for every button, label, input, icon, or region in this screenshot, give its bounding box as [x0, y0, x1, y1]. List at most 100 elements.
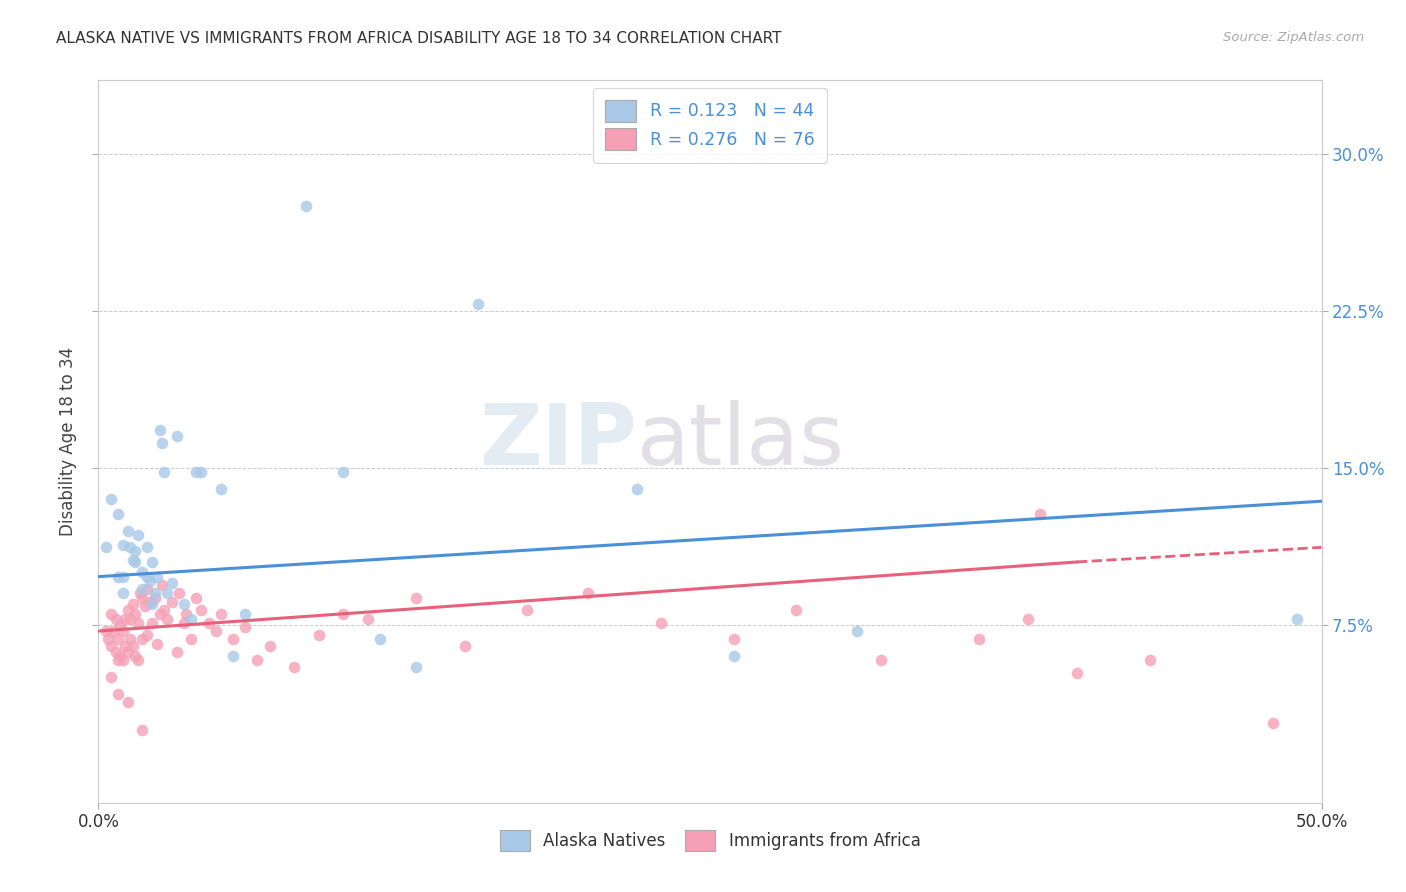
Legend: Alaska Natives, Immigrants from Africa: Alaska Natives, Immigrants from Africa — [491, 822, 929, 860]
Point — [222, 632, 245, 647]
Point — [967, 632, 990, 647]
Point — [156, 611, 179, 625]
Point — [100, 607, 122, 622]
Point — [166, 429, 188, 443]
Point — [723, 649, 745, 664]
Point — [1261, 716, 1284, 731]
Point — [405, 659, 427, 673]
Point — [197, 615, 219, 630]
Point — [153, 465, 176, 479]
Point — [149, 607, 172, 622]
Point — [650, 615, 672, 630]
Point — [114, 639, 136, 653]
Point — [120, 541, 142, 555]
Point — [209, 607, 232, 622]
Point — [104, 611, 127, 625]
Point — [146, 569, 169, 583]
Point — [107, 507, 129, 521]
Point — [186, 465, 208, 479]
Point — [127, 653, 149, 667]
Point — [1066, 665, 1088, 680]
Point — [111, 569, 134, 583]
Point — [94, 624, 117, 638]
Point — [110, 617, 132, 632]
Point — [100, 639, 122, 653]
Point — [124, 649, 146, 664]
Point — [785, 603, 807, 617]
Point — [149, 423, 172, 437]
Point — [134, 599, 156, 613]
Point — [870, 653, 893, 667]
Point — [209, 482, 232, 496]
Point — [845, 624, 868, 638]
Point — [180, 611, 202, 625]
Point — [295, 199, 318, 213]
Point — [233, 620, 256, 634]
Point — [139, 595, 162, 609]
Point — [176, 607, 198, 622]
Point — [124, 555, 146, 569]
Point — [117, 524, 139, 538]
Point — [131, 632, 153, 647]
Point — [124, 544, 146, 558]
Point — [141, 597, 163, 611]
Point — [131, 566, 153, 580]
Point — [111, 624, 134, 638]
Point — [107, 632, 129, 647]
Point — [110, 649, 132, 664]
Point — [143, 591, 166, 605]
Point — [111, 653, 134, 667]
Point — [143, 586, 166, 600]
Point — [97, 632, 120, 647]
Point — [186, 591, 208, 605]
Point — [117, 603, 139, 617]
Point — [205, 624, 228, 638]
Point — [100, 670, 122, 684]
Point — [1286, 611, 1309, 625]
Point — [723, 632, 745, 647]
Point — [173, 615, 195, 630]
Point — [129, 586, 152, 600]
Point — [332, 465, 354, 479]
Point — [127, 527, 149, 541]
Point — [233, 607, 256, 622]
Point — [107, 569, 129, 583]
Point — [467, 297, 489, 311]
Point — [167, 586, 190, 600]
Point — [141, 555, 163, 569]
Point — [150, 578, 173, 592]
Point — [368, 632, 391, 647]
Point — [120, 632, 142, 647]
Point — [626, 482, 648, 496]
Point — [94, 541, 117, 555]
Point — [121, 597, 143, 611]
Point — [405, 591, 427, 605]
Point — [1139, 653, 1161, 667]
Point — [131, 723, 153, 737]
Point — [139, 574, 162, 588]
Point — [120, 611, 142, 625]
Point — [121, 553, 143, 567]
Point — [136, 569, 159, 583]
Text: ALASKA NATIVE VS IMMIGRANTS FROM AFRICA DISABILITY AGE 18 TO 34 CORRELATION CHAR: ALASKA NATIVE VS IMMIGRANTS FROM AFRICA … — [56, 31, 782, 46]
Point — [124, 607, 146, 622]
Point — [166, 645, 188, 659]
Point — [104, 645, 127, 659]
Point — [308, 628, 330, 642]
Point — [576, 586, 599, 600]
Point — [283, 659, 305, 673]
Point — [156, 586, 179, 600]
Point — [332, 607, 354, 622]
Point — [454, 639, 477, 653]
Point — [107, 653, 129, 667]
Point — [146, 637, 169, 651]
Point — [101, 624, 124, 638]
Point — [121, 639, 143, 653]
Point — [173, 597, 195, 611]
Point — [107, 687, 129, 701]
Point — [190, 603, 212, 617]
Point — [114, 611, 136, 625]
Point — [136, 628, 159, 642]
Point — [1017, 611, 1039, 625]
Y-axis label: Disability Age 18 to 34: Disability Age 18 to 34 — [59, 347, 77, 536]
